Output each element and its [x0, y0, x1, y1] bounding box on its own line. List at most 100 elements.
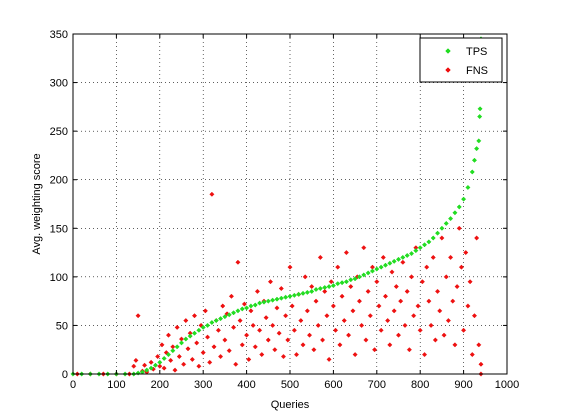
data-point [242, 302, 246, 306]
data-point [253, 303, 257, 307]
data-point [158, 360, 162, 364]
data-point [236, 309, 240, 313]
data-point [310, 284, 314, 288]
data-point [409, 251, 413, 255]
data-point [379, 328, 383, 332]
data-point [188, 334, 192, 338]
data-point [162, 356, 166, 360]
data-point [349, 284, 353, 288]
data-point [474, 236, 478, 240]
data-point [362, 246, 366, 250]
data-point [149, 360, 153, 364]
data-point [283, 314, 287, 318]
data-point [270, 298, 274, 302]
data-point [461, 328, 465, 332]
data-point [336, 281, 340, 285]
x-tick-label: 300 [194, 379, 212, 391]
data-point [477, 139, 481, 143]
data-point [448, 216, 452, 220]
data-point [375, 280, 379, 284]
data-point [132, 364, 136, 368]
data-point [301, 343, 305, 347]
y-tick-label: 150 [50, 223, 68, 235]
data-point [331, 304, 335, 308]
data-point [453, 211, 457, 215]
data-point [218, 354, 222, 358]
data-point [398, 299, 402, 303]
data-point [290, 304, 294, 308]
data-point [310, 289, 314, 293]
data-point [464, 250, 468, 254]
data-point [294, 352, 298, 356]
x-tick-label: 200 [151, 379, 169, 391]
data-point [279, 296, 283, 300]
y-tick-label: 250 [50, 126, 68, 138]
data-point [214, 318, 218, 322]
data-point [472, 314, 476, 318]
data-point [375, 267, 379, 271]
data-point [381, 255, 385, 259]
data-point [253, 345, 257, 349]
data-point [383, 294, 387, 298]
data-point [418, 246, 422, 250]
data-point [175, 325, 179, 329]
data-point [411, 314, 415, 318]
data-point [288, 265, 292, 269]
data-point [394, 284, 398, 288]
data-point [364, 338, 368, 342]
data-point [244, 333, 248, 337]
data-point [255, 289, 259, 293]
data-point [396, 333, 400, 337]
data-point [474, 146, 478, 150]
data-point [444, 275, 448, 279]
y-tick-label: 50 [56, 320, 68, 332]
data-point [444, 221, 448, 225]
data-point [208, 360, 212, 364]
data-point [362, 273, 366, 277]
data-point [457, 226, 461, 230]
data-point [472, 158, 476, 162]
data-point [238, 318, 242, 322]
data-point [236, 260, 240, 264]
data-point [403, 323, 407, 327]
data-point [357, 299, 361, 303]
data-point [377, 304, 381, 308]
data-point [422, 352, 426, 356]
data-point [327, 284, 331, 288]
data-point [240, 307, 244, 311]
data-point [257, 301, 261, 305]
data-point [266, 338, 270, 342]
data-point [268, 280, 272, 284]
data-point [136, 371, 140, 375]
data-point [470, 352, 474, 356]
data-point [405, 253, 409, 257]
data-point [299, 318, 303, 322]
data-point [221, 304, 225, 308]
data-point [244, 306, 248, 310]
data-point [296, 292, 300, 296]
data-point [368, 314, 372, 318]
data-point [210, 320, 214, 324]
data-point [385, 318, 389, 322]
data-point [466, 304, 470, 308]
legend-box [420, 38, 502, 82]
data-point [197, 364, 201, 368]
data-point [344, 280, 348, 284]
data-point [438, 309, 442, 313]
data-point [179, 341, 183, 345]
data-point [153, 363, 157, 367]
data-point [468, 280, 472, 284]
data-point [216, 328, 220, 332]
data-point [333, 328, 337, 332]
legend: TPSFNS [420, 38, 502, 82]
data-point [383, 263, 387, 267]
data-point [388, 261, 392, 265]
x-tick-label: 400 [237, 379, 255, 391]
data-point [231, 325, 235, 329]
data-point [301, 291, 305, 295]
data-point [372, 348, 376, 352]
x-tick-label: 0 [70, 379, 76, 391]
data-point [342, 318, 346, 322]
data-point [448, 255, 452, 259]
